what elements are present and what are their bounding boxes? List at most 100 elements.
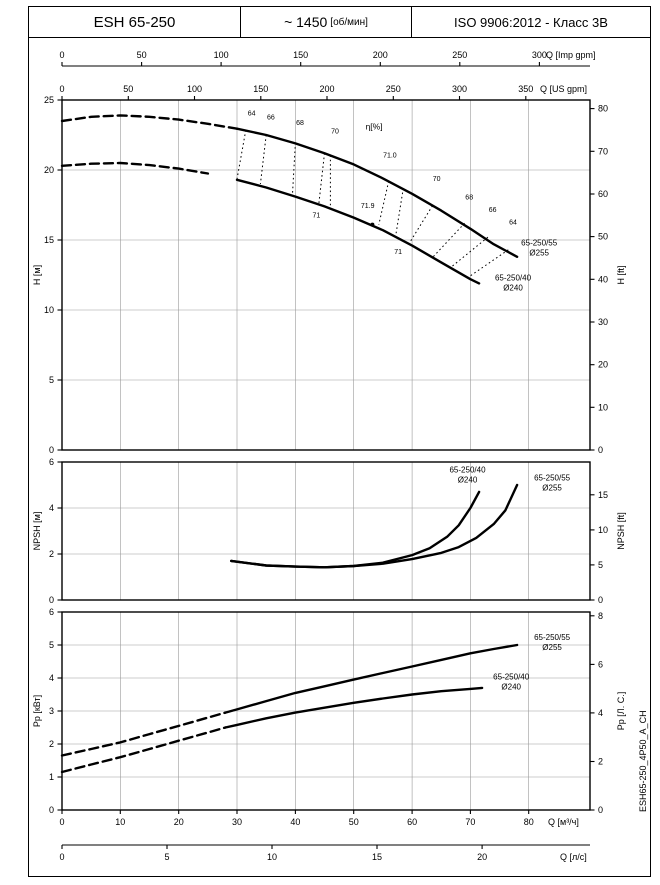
pump-speed-unit: [об/мин]: [330, 16, 368, 28]
efficiency-line-68: [292, 142, 296, 194]
power-left-tick-label: 4: [49, 673, 54, 683]
efficiency-line-71: [318, 153, 325, 206]
power-left-tick-label: 5: [49, 640, 54, 650]
drawing-code: ESH65-250_4P50_A_CH: [638, 710, 648, 812]
efficiency-line-71.0: [378, 181, 390, 225]
imp-gpm-tick-label: 100: [214, 50, 229, 60]
npsh-left-tick-label: 0: [49, 595, 54, 605]
us-gpm-tick-label: 350: [518, 84, 533, 94]
head-right-tick-label: 80: [598, 104, 608, 114]
head-right-tick-label: 0: [598, 445, 603, 455]
power-right-axis-title: Pp [Л. С.]: [616, 692, 626, 730]
npsh-left-axis-title: NPSH [м]: [32, 512, 42, 551]
head-left-tick-label: 20: [44, 165, 54, 175]
head-left-tick-label: 0: [49, 445, 54, 455]
head-curve-65-250/40: [235, 178, 481, 285]
power-right-tick-label: 8: [598, 611, 603, 621]
efficiency-axis-label: η[%]: [366, 121, 383, 131]
head-curve-65-250/55: [235, 127, 519, 258]
head-curve-label-65-250/55: 65-250/55 Ø255: [521, 239, 558, 258]
imp-gpm-tick-label: 0: [59, 50, 64, 60]
head-left-tick-label: 5: [49, 375, 54, 385]
npsh-left-tick-label: 4: [49, 503, 54, 513]
efficiency-label-64: 64: [509, 220, 517, 227]
ls-tick-label: 5: [164, 852, 169, 862]
best-efficiency-point: [370, 222, 375, 227]
head-right-tick-label: 20: [598, 360, 608, 370]
npsh-right-axis-title: NPSH [ft]: [616, 512, 626, 550]
imp-gpm-tick-label: 50: [137, 50, 147, 60]
npsh-right-tick-label: 0: [598, 595, 603, 605]
npsh-curve-65-250/55: [230, 483, 519, 569]
head-right-tick-label: 30: [598, 317, 608, 327]
us-gpm-tick-label: 150: [253, 84, 268, 94]
efficiency-label-70: 70: [433, 176, 441, 183]
m3h-tick-label: 60: [407, 817, 417, 827]
power-curve-label-65-250/55: 65-250/55 Ø255: [534, 633, 571, 652]
head-left-tick-label: 10: [44, 305, 54, 315]
ls-tick-label: 15: [372, 852, 382, 862]
power-left-tick-label: 1: [49, 772, 54, 782]
power-left-tick-label: 6: [49, 607, 54, 617]
efficiency-label-71: 71: [394, 249, 402, 256]
head-right-tick-label: 50: [598, 232, 608, 242]
head-right-tick-label: 60: [598, 189, 608, 199]
imp-gpm-tick-label: 300: [532, 50, 547, 60]
pump-speed: ~ 1450: [284, 14, 328, 30]
head-left-tick-label: 25: [44, 95, 54, 105]
power-curve-label-65-250/40: 65-250/40 Ø240: [493, 673, 530, 692]
power-curve-65-250/55-dashed: [60, 711, 227, 757]
axis-title-ls: Q [л/с]: [560, 852, 587, 862]
npsh-plot-area: [61, 461, 591, 601]
head-curve-65-250/40-dashed: [60, 161, 210, 175]
imp-gpm-tick-label: 150: [293, 50, 308, 60]
npsh-left-tick-label: 6: [49, 457, 54, 467]
npsh-left-tick-label: 2: [49, 549, 54, 559]
head-right-tick-label: 10: [598, 402, 608, 412]
us-gpm-tick-label: 0: [59, 84, 64, 94]
npsh-right-tick-label: 5: [598, 560, 603, 570]
efficiency-line-71: [395, 188, 404, 236]
efficiency-label-71.9: 71.9: [361, 203, 375, 210]
iso-standard: ISO 9906:2012 - Класс 3В: [454, 14, 608, 30]
efficiency-line-70: [408, 205, 433, 244]
pump-speed-cell: ~ 1450 [об/мин]: [241, 7, 412, 37]
ls-tick-label: 10: [267, 852, 277, 862]
power-curve-65-250/40: [224, 686, 484, 729]
m3h-tick-label: 80: [524, 817, 534, 827]
power-right-tick-label: 6: [598, 659, 603, 669]
us-gpm-tick-label: 50: [123, 84, 133, 94]
power-left-tick-label: 3: [49, 706, 54, 716]
pump-model: ESH 65-250: [93, 13, 176, 31]
efficiency-label-64: 64: [248, 110, 256, 117]
head-curve-label-65-250/40: 65-250/40 Ø240: [495, 274, 532, 293]
npsh-right-tick-label: 10: [598, 525, 608, 535]
efficiency-label-68: 68: [296, 120, 304, 127]
m3h-tick-label: 70: [465, 817, 475, 827]
head-curve-65-250/55-dashed: [60, 114, 239, 130]
head-right-tick-label: 70: [598, 146, 608, 156]
efficiency-line-64: [236, 130, 247, 180]
power-left-tick-label: 0: [49, 805, 54, 815]
head-right-tick-label: 40: [598, 274, 608, 284]
efficiency-label-71.0: 71.0: [383, 152, 397, 159]
m3h-tick-label: 50: [349, 817, 359, 827]
efficiency-line-66: [449, 236, 489, 269]
m3h-tick-label: 20: [174, 817, 184, 827]
npsh-curve-label-65-250/55: 65-250/55 Ø255: [534, 473, 571, 492]
efficiency-label-70: 70: [331, 129, 339, 136]
power-right-tick-label: 2: [598, 757, 603, 767]
us-gpm-tick-label: 100: [187, 84, 202, 94]
page-frame: ESH 65-250 ~ 1450 [об/мин] ISO 9906:2012…: [28, 6, 651, 877]
efficiency-label-66: 66: [489, 207, 497, 214]
npsh-right-tick-label: 15: [598, 490, 608, 500]
imp-gpm-tick-label: 200: [373, 50, 388, 60]
head-right-axis-title: H [ft]: [616, 265, 626, 284]
m3h-tick-label: 0: [59, 817, 64, 827]
m3h-tick-label: 10: [115, 817, 125, 827]
standard-cell: ISO 9906:2012 - Класс 3В: [412, 7, 650, 37]
axis-title-m3h: Q [м³/ч]: [548, 817, 579, 827]
m3h-tick-label: 30: [232, 817, 242, 827]
us-gpm-tick-label: 200: [319, 84, 334, 94]
